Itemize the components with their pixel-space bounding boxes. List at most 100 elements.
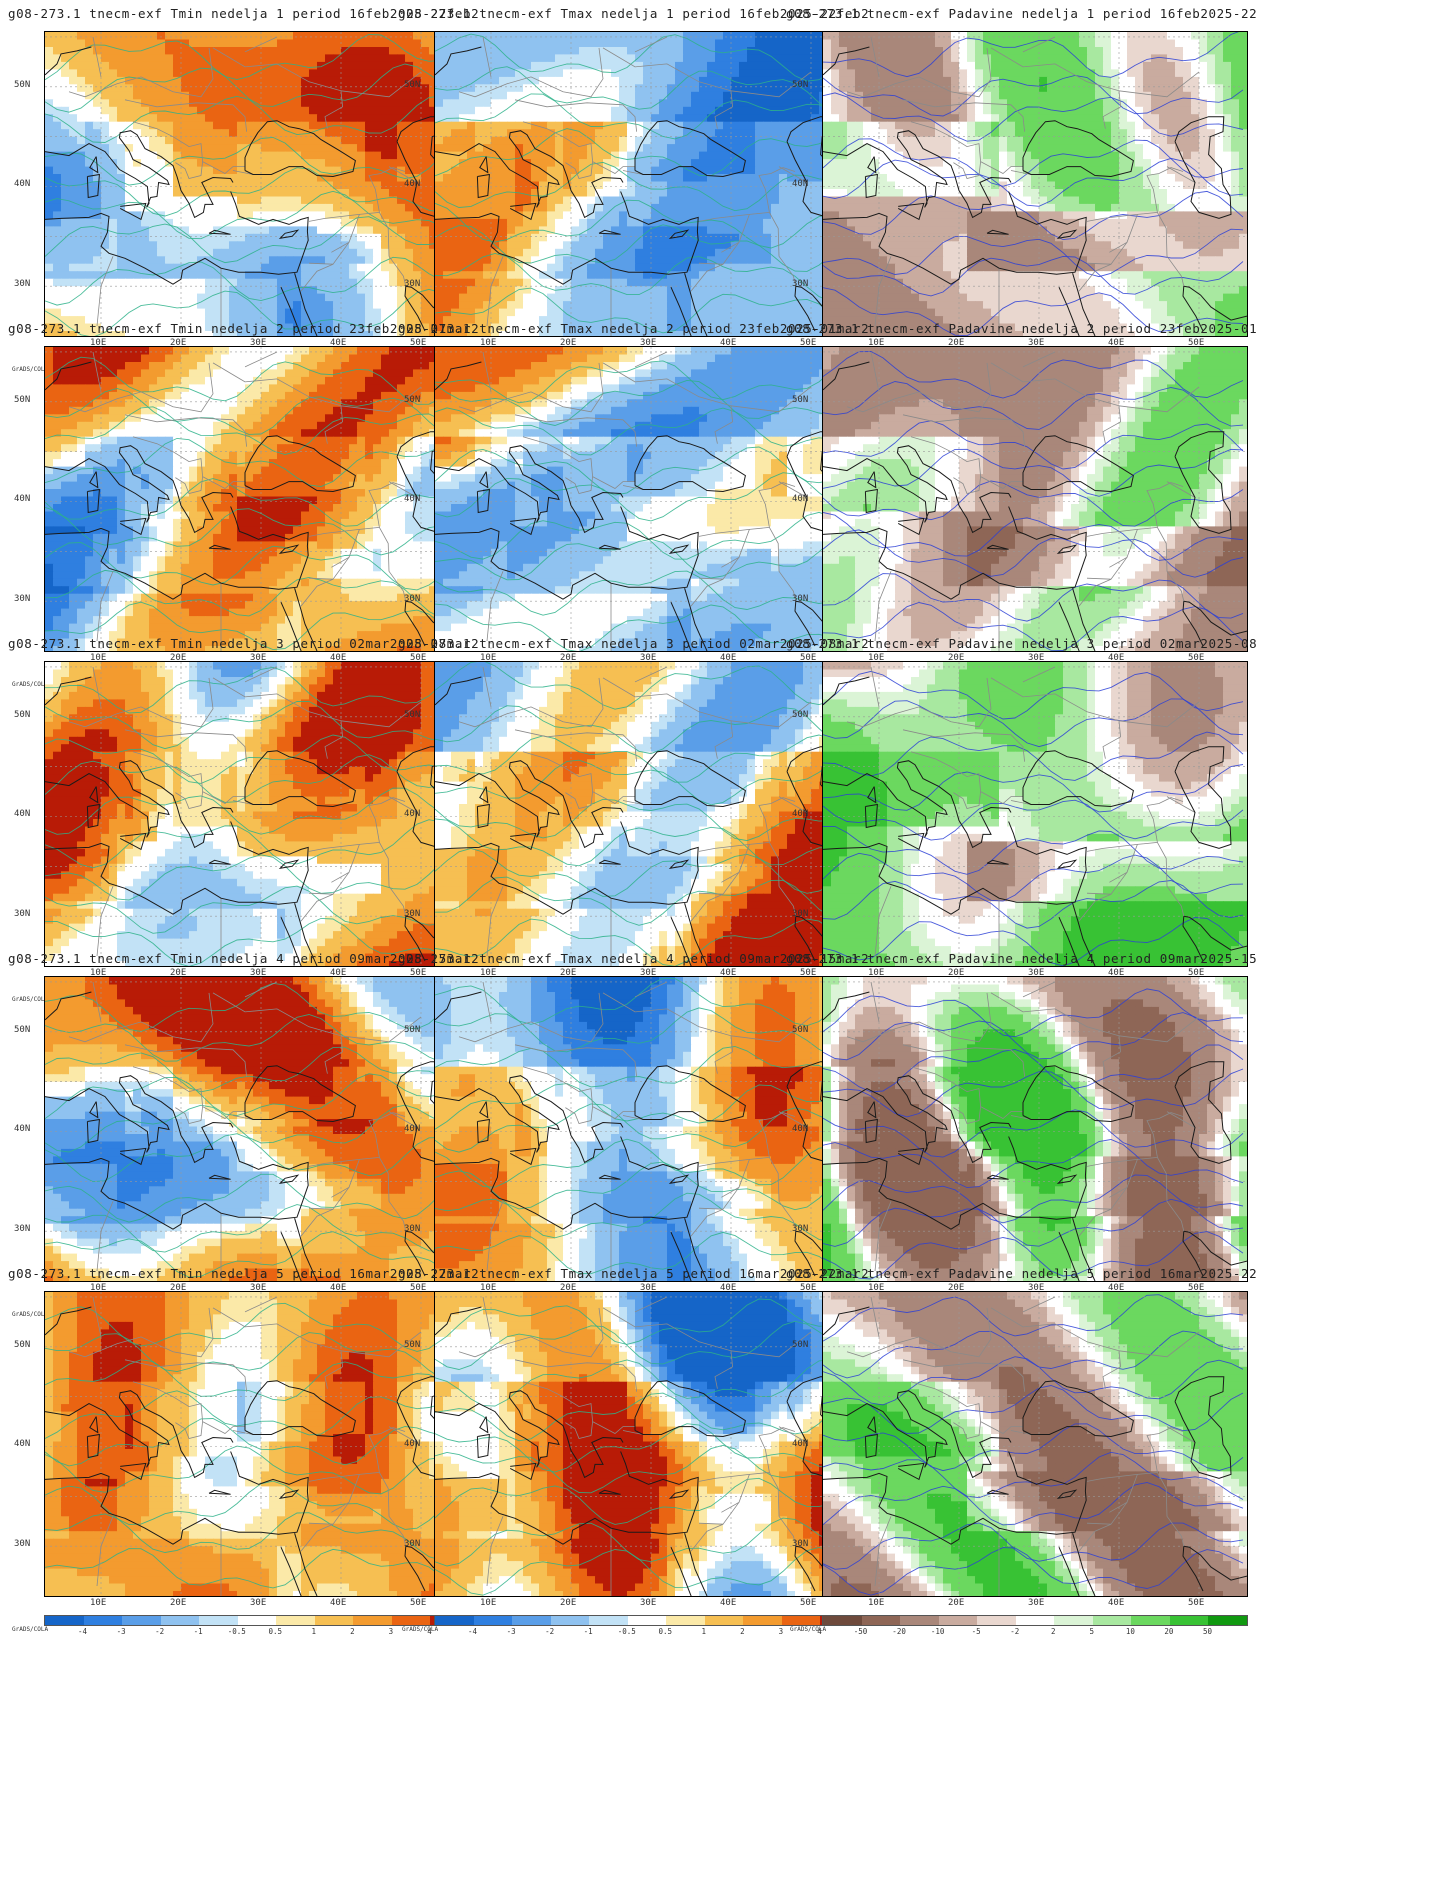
anomaly-cell (699, 316, 708, 325)
anomaly-cell (707, 181, 716, 190)
anomaly-cell (293, 54, 302, 63)
anomaly-cell (635, 99, 644, 108)
anomaly-cell (863, 47, 872, 56)
anomaly-cell (803, 47, 812, 56)
anomaly-cell (317, 32, 326, 41)
anomaly-cell (507, 129, 516, 138)
anomaly-cell (221, 308, 230, 317)
anomaly-cell (133, 54, 142, 63)
anomaly-cell (675, 203, 684, 212)
anomaly-cell (133, 308, 142, 317)
anomaly-cell (723, 263, 732, 272)
anomaly-cell (45, 61, 54, 70)
anomaly-cell (309, 99, 318, 108)
anomaly-cell (325, 181, 334, 190)
anomaly-cell (421, 121, 430, 130)
anomaly-cell (213, 316, 222, 325)
anomaly-cell (1215, 61, 1224, 70)
anomaly-cell (237, 121, 246, 130)
anomaly-cell (443, 323, 452, 332)
anomaly-cell (93, 218, 102, 227)
anomaly-cell (619, 76, 628, 85)
anomaly-cell (1151, 84, 1160, 93)
anomaly-cell (619, 54, 628, 63)
anomaly-cell (93, 151, 102, 160)
anomaly-cell (221, 316, 230, 325)
country-border (730, 71, 812, 98)
anomaly-cell (755, 39, 764, 48)
anomaly-cell (285, 241, 294, 250)
anomaly-cell (795, 99, 804, 108)
anomaly-cell (507, 151, 516, 160)
anomaly-cell (555, 84, 564, 93)
anomaly-cell (317, 331, 326, 336)
anomaly-cell (45, 203, 54, 212)
anomaly-cell (667, 211, 676, 220)
anomaly-cell (515, 211, 524, 220)
anomaly-cell (595, 211, 604, 220)
anomaly-cell (451, 159, 460, 168)
anomaly-cell (77, 248, 86, 257)
anomaly-cell (213, 32, 222, 41)
anomaly-cell (435, 256, 444, 265)
anomaly-cell (317, 159, 326, 168)
anomaly-cell (429, 226, 438, 235)
anomaly-cell (261, 301, 270, 310)
anomaly-cell (787, 323, 796, 332)
anomaly-cell (587, 76, 596, 85)
anomaly-cell (683, 159, 692, 168)
anomaly-cell (571, 293, 580, 302)
anomaly-cell (451, 91, 460, 100)
anomaly-cell (491, 196, 500, 205)
anomaly-cell (77, 136, 86, 145)
anomaly-cell (747, 316, 756, 325)
anomaly-cell (667, 218, 676, 227)
anomaly-cell (459, 241, 468, 250)
anomaly-cell (611, 233, 620, 242)
country-border (634, 36, 668, 53)
anomaly-cell (523, 166, 532, 175)
anomaly-cell (285, 196, 294, 205)
anomaly-cell (85, 323, 94, 332)
anomaly-cell (579, 39, 588, 48)
anomaly-cell (309, 159, 318, 168)
anomaly-cell (301, 203, 310, 212)
anomaly-cell (205, 181, 214, 190)
anomaly-cell (293, 144, 302, 153)
anomaly-cell (739, 181, 748, 190)
anomaly-cell (237, 331, 246, 336)
anomaly-cell (77, 316, 86, 325)
anomaly-cell (651, 39, 660, 48)
anomaly-cell (531, 99, 540, 108)
anomaly-cell (803, 181, 812, 190)
anomaly-cell (491, 331, 500, 336)
anomaly-cell (373, 211, 382, 220)
country-border (96, 256, 114, 327)
anomaly-cell (611, 91, 620, 100)
anomaly-cell (435, 54, 444, 63)
anomaly-cell (317, 241, 326, 250)
anomaly-cell (547, 218, 556, 227)
anomaly-cell (413, 181, 422, 190)
anomaly-cell (1039, 54, 1048, 63)
anomaly-cell (109, 39, 118, 48)
anomaly-cell (523, 159, 532, 168)
anomaly-cell (611, 293, 620, 302)
anomaly-cell (635, 218, 644, 227)
anomaly-cell (831, 91, 840, 100)
anomaly-cell (531, 263, 540, 272)
anomaly-cell (579, 129, 588, 138)
anomaly-cell (1071, 84, 1080, 93)
anomaly-cell (563, 47, 572, 56)
anomaly-cell (539, 263, 548, 272)
anomaly-cell (1103, 91, 1112, 100)
anomaly-cell (699, 166, 708, 175)
anomaly-cell (643, 181, 652, 190)
anomaly-cell (691, 301, 700, 310)
anomaly-cell (619, 316, 628, 325)
anomaly-cell (69, 316, 78, 325)
anomaly-cell (309, 233, 318, 242)
anomaly-cell (325, 69, 334, 78)
anomaly-cell (189, 61, 198, 70)
anomaly-cell (205, 174, 214, 183)
